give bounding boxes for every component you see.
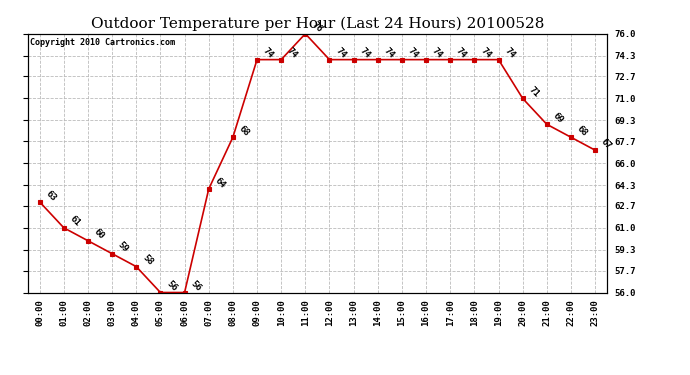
Text: 74: 74	[358, 46, 372, 60]
Text: 63: 63	[44, 189, 58, 202]
Text: 67: 67	[600, 137, 613, 151]
Text: 68: 68	[575, 124, 589, 138]
Text: 58: 58	[141, 253, 155, 267]
Text: 74: 74	[286, 46, 299, 60]
Text: 64: 64	[213, 176, 227, 190]
Title: Outdoor Temperature per Hour (Last 24 Hours) 20100528: Outdoor Temperature per Hour (Last 24 Ho…	[90, 17, 544, 31]
Text: 76: 76	[310, 20, 324, 34]
Text: 68: 68	[237, 124, 251, 138]
Text: 56: 56	[189, 279, 203, 293]
Text: 74: 74	[479, 46, 493, 60]
Text: 56: 56	[165, 279, 179, 293]
Text: 71: 71	[527, 85, 541, 99]
Text: 69: 69	[551, 111, 565, 125]
Text: 74: 74	[334, 46, 348, 60]
Text: 74: 74	[262, 46, 275, 60]
Text: 59: 59	[117, 240, 130, 254]
Text: 74: 74	[455, 46, 469, 60]
Text: 74: 74	[431, 46, 444, 60]
Text: Copyright 2010 Cartronics.com: Copyright 2010 Cartronics.com	[30, 38, 175, 46]
Text: 61: 61	[68, 214, 82, 228]
Text: 74: 74	[503, 46, 517, 60]
Text: 60: 60	[92, 227, 106, 242]
Text: 74: 74	[406, 46, 420, 60]
Text: 74: 74	[382, 46, 396, 60]
